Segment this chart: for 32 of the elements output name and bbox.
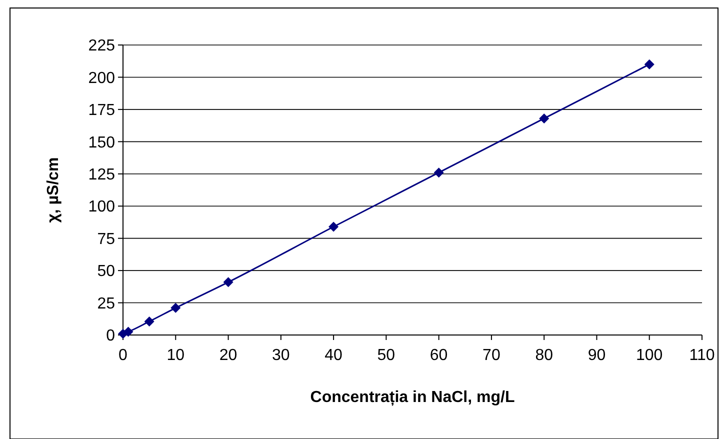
point [539,113,550,124]
point [223,277,234,288]
y-tick-label: 200 [88,70,116,87]
y-tick-label: 125 [88,166,116,184]
y-tick-label: 75 [97,230,116,248]
x-tick-label: 60 [430,347,448,364]
y-tick-label: 0 [106,328,116,345]
x-tick-label: 40 [324,347,343,364]
x-tick-label: 20 [219,347,238,364]
x-tick-label: 30 [272,347,290,364]
y-tick-label: 225 [88,38,116,55]
y-tick-label: 50 [97,263,116,280]
point [170,302,181,313]
point [144,316,154,326]
x-tick-label: 10 [166,347,185,364]
y-tick-label: 175 [88,102,116,120]
y-axis-title: χ, µS/cm [45,157,62,223]
point [644,59,654,70]
x-tick-label: 0 [118,347,128,364]
x-tick-label: 80 [535,347,554,364]
x-tick-label: 100 [636,347,663,364]
x-tick-label: 70 [482,347,500,364]
x-tick-label: 90 [588,347,606,364]
y-tick-label: 25 [97,295,116,312]
x-tick-label: 50 [377,347,396,364]
y-tick-label: 100 [88,198,116,216]
x-axis-title: Concentrația in NaCl, mg/L [310,389,515,406]
point [434,168,444,178]
point [328,222,339,232]
x-tick-label: 110 [689,347,715,364]
y-tick-label: 150 [88,134,116,152]
point [123,326,134,337]
